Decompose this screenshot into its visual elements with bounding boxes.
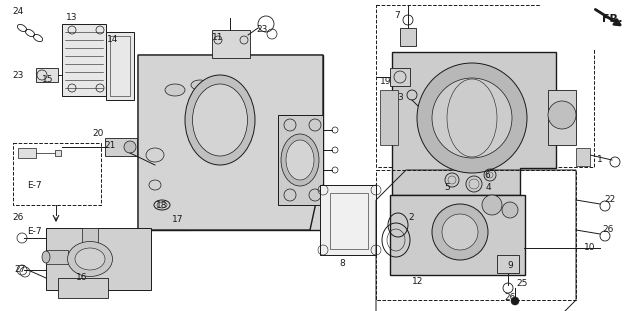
Text: 18: 18 (156, 201, 168, 210)
Text: E-7: E-7 (27, 182, 42, 191)
Bar (390, 195, 525, 275)
Text: 26: 26 (504, 293, 516, 301)
Bar (106, 32, 134, 100)
Text: 15: 15 (42, 76, 54, 85)
Ellipse shape (42, 251, 50, 263)
Text: 25: 25 (516, 278, 528, 287)
Text: 10: 10 (584, 244, 596, 253)
Polygon shape (392, 52, 556, 195)
Circle shape (502, 202, 518, 218)
Bar (376, 170, 576, 300)
Bar (58, 278, 108, 298)
Text: 2: 2 (408, 213, 414, 222)
Text: FR.: FR. (602, 14, 623, 24)
Text: 3: 3 (397, 92, 403, 101)
Text: 1: 1 (597, 156, 603, 165)
Bar (278, 115, 323, 205)
Text: 4: 4 (485, 183, 491, 192)
Ellipse shape (191, 80, 209, 90)
Bar (36, 68, 58, 82)
Bar (320, 185, 376, 255)
Text: 17: 17 (172, 216, 184, 225)
Bar (13, 143, 101, 205)
Text: 22: 22 (604, 196, 616, 205)
Text: 19: 19 (380, 77, 392, 86)
Bar (380, 90, 398, 145)
Ellipse shape (75, 248, 105, 270)
Circle shape (442, 214, 478, 250)
Circle shape (432, 204, 488, 260)
Text: 16: 16 (76, 273, 88, 282)
Bar (540, 0, 600, 50)
Polygon shape (138, 55, 323, 230)
Circle shape (511, 297, 519, 305)
Bar (105, 138, 137, 156)
Bar (110, 36, 130, 96)
Text: 12: 12 (412, 276, 424, 285)
Ellipse shape (165, 84, 185, 96)
Text: 27: 27 (14, 266, 26, 275)
Text: 26: 26 (602, 225, 614, 234)
Ellipse shape (286, 140, 314, 180)
Text: 9: 9 (507, 261, 513, 270)
Bar (497, 255, 519, 273)
Bar (330, 193, 368, 249)
Bar (55, 150, 61, 156)
Ellipse shape (67, 242, 113, 276)
Text: E-7: E-7 (27, 226, 42, 235)
Bar (138, 55, 323, 230)
Circle shape (548, 101, 576, 129)
Bar (46, 250, 68, 264)
Bar (18, 148, 36, 158)
Text: 13: 13 (67, 13, 77, 22)
Bar (145, 55, 315, 85)
Bar (376, 5, 594, 167)
Text: 11: 11 (212, 34, 224, 43)
Bar (212, 30, 250, 58)
Ellipse shape (185, 75, 255, 165)
Text: 23: 23 (12, 71, 24, 80)
Bar (576, 148, 590, 166)
Ellipse shape (193, 84, 248, 156)
Bar (548, 90, 576, 145)
Bar (62, 24, 106, 96)
Text: 21: 21 (104, 141, 116, 150)
Text: 20: 20 (92, 128, 104, 137)
Circle shape (124, 141, 136, 153)
Bar (390, 68, 410, 86)
Text: 5: 5 (444, 183, 450, 192)
Circle shape (482, 195, 502, 215)
Text: 6: 6 (484, 170, 490, 179)
Circle shape (432, 78, 512, 158)
Text: 14: 14 (108, 35, 118, 44)
Bar (46, 228, 151, 290)
Text: 8: 8 (339, 258, 345, 267)
Ellipse shape (281, 134, 319, 186)
Text: 24: 24 (12, 7, 24, 16)
Text: 26: 26 (12, 213, 24, 222)
Circle shape (417, 63, 527, 173)
Text: 23: 23 (256, 26, 268, 35)
Bar (82, 228, 98, 246)
Text: 7: 7 (394, 11, 400, 20)
Polygon shape (138, 55, 190, 230)
Bar (400, 28, 416, 46)
